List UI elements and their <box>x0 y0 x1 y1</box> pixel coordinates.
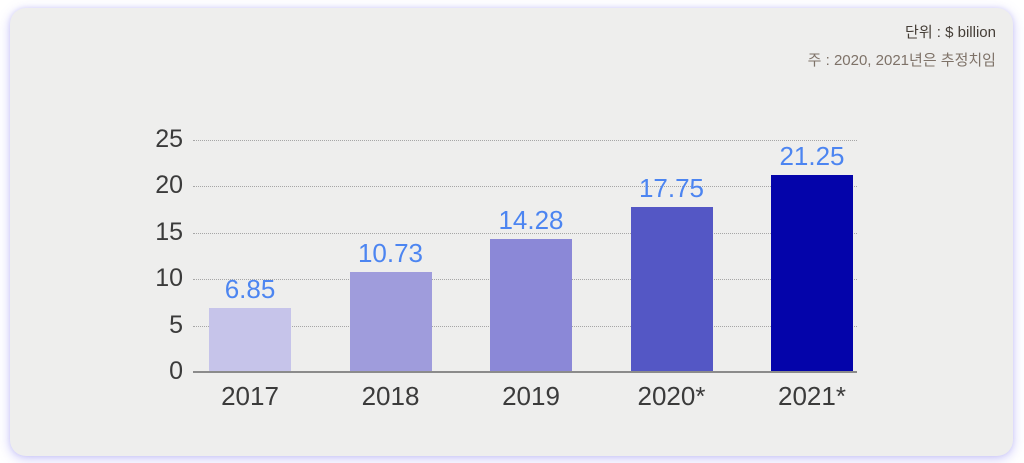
y-tick-label-5: 5 <box>169 310 183 339</box>
y-tick-label-10: 10 <box>155 264 183 293</box>
y-axis-labels: 25 20 15 10 5 0 <box>103 125 183 385</box>
y-tick-label-15: 15 <box>155 217 183 246</box>
x-tick-label: 2021* <box>778 381 846 411</box>
bar-group-2019: 14.28 2019 <box>490 140 572 411</box>
unit-label: 단위 : $ billion <box>905 24 996 41</box>
x-tick-label: 2018 <box>361 381 420 411</box>
bar-group-2017: 6.85 2017 <box>209 140 291 411</box>
chart-card: 단위 : $ billion 주 : 2020, 2021년은 추정치임 25 2… <box>10 8 1013 456</box>
bar-group-2021*: 21.25 2021* <box>771 140 853 411</box>
bar-value-label: 21.25 <box>779 140 845 171</box>
bar <box>490 239 572 372</box>
y-tick-label-25: 25 <box>155 124 183 153</box>
bar-group-2018: 10.73 2018 <box>349 140 432 411</box>
y-tick-label-20: 20 <box>155 171 183 200</box>
gridline-20 <box>193 186 857 188</box>
bar-value-label: 6.85 <box>224 274 276 305</box>
bar-series: 6.85 2017 10.73 2018 14.28 2019 17.75 2020* 21.2… <box>193 140 857 411</box>
gridline-15 <box>193 232 857 234</box>
estimate-note-label: 주 : 2020, 2021년은 추정치임 <box>807 51 996 69</box>
y-tick-label-0: 0 <box>169 356 183 385</box>
bar <box>349 272 432 372</box>
bar <box>209 308 291 372</box>
bar <box>771 174 853 372</box>
x-tick-label: 2019 <box>502 381 560 411</box>
bar-group-2020*: 17.75 2020* <box>630 140 713 411</box>
bar-chart-plot-area: 25 20 15 10 5 0 6.85 2017 10.73 2018 14.28 2019 17.… <box>155 125 857 411</box>
x-tick-label: 2020* <box>637 381 706 411</box>
bar-value-label: 17.75 <box>638 173 705 204</box>
bar-value-label: 14.28 <box>498 205 564 236</box>
chart-annotations: 단위 : $ billion 주 : 2020, 2021년은 추정치임 <box>808 24 996 71</box>
bar-value-label: 10.73 <box>357 238 424 269</box>
x-axis-line <box>193 371 857 373</box>
bar <box>630 207 713 372</box>
gridline-25 <box>193 140 857 141</box>
x-tick-label: 2017 <box>221 381 279 411</box>
